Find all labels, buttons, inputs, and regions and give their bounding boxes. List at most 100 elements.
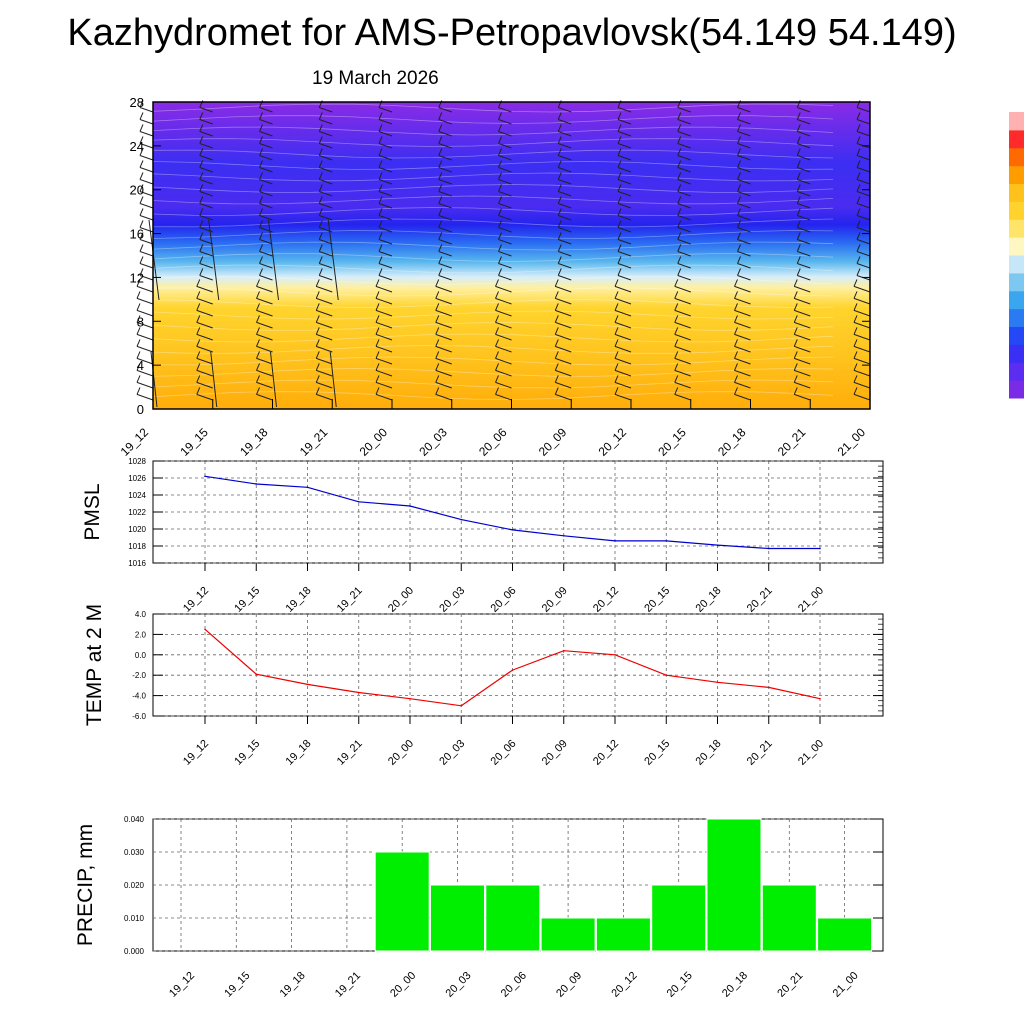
wind-barb <box>435 315 452 329</box>
wind-barb <box>557 244 572 257</box>
y-tick-label: -6.0 <box>132 712 146 721</box>
wind-barb <box>853 339 871 353</box>
y-tick-label: 0.010 <box>124 914 145 923</box>
wind-barb <box>375 315 393 329</box>
x-tick-label: 20_00 <box>357 425 391 459</box>
contour-line <box>152 322 834 331</box>
wind-barb <box>557 148 572 161</box>
wind-barb <box>256 303 273 317</box>
x-tick-label: 19_21 <box>335 585 365 615</box>
data-point <box>819 547 821 550</box>
wind-barb <box>614 387 632 401</box>
wind-barb <box>677 220 691 233</box>
wind-barb <box>256 351 273 365</box>
x-tick-label: 20_21 <box>775 425 809 459</box>
x-tick-label: 19_18 <box>237 425 271 459</box>
x-tick-label: 19_21 <box>333 970 363 1000</box>
wind-barb <box>256 315 273 329</box>
wind-barb-vertical <box>268 219 279 408</box>
x-tick-label: 19_15 <box>177 425 211 459</box>
x-tick-label: 21_00 <box>796 738 826 768</box>
contour-line <box>152 333 834 343</box>
x-tick-label: 19_18 <box>284 585 314 615</box>
wind-barb <box>438 112 452 125</box>
wind-barb <box>438 136 452 149</box>
wind-barb <box>614 291 632 305</box>
wind-barb <box>674 375 691 389</box>
wind-barb <box>315 327 333 341</box>
y-tick-label: 8 <box>137 314 144 329</box>
wind-barb <box>734 339 751 353</box>
precip-bar <box>651 884 707 952</box>
wind-barb <box>318 148 333 161</box>
colorbar-segment <box>1009 129 1024 149</box>
contour-line <box>152 230 834 239</box>
wind-barb <box>139 160 154 173</box>
x-tick-label: 20_15 <box>642 585 672 615</box>
wind-barb <box>557 256 572 269</box>
data-point <box>357 501 360 503</box>
x-tick-label: 19_21 <box>297 425 331 459</box>
wind-barb <box>677 136 691 149</box>
data-point <box>204 628 206 631</box>
wind-barb <box>793 279 811 293</box>
wind-barb <box>737 256 751 269</box>
wind-barb <box>674 279 691 293</box>
contour-line <box>152 264 834 274</box>
wind-barb <box>853 327 871 341</box>
y-tick-label: 28 <box>130 95 144 110</box>
x-tick-label: 20_18 <box>720 970 750 1000</box>
wind-barb <box>136 279 154 293</box>
x-tick-label: 19_12 <box>167 970 197 1000</box>
wind-barb <box>136 315 154 329</box>
wind-barb <box>438 232 452 245</box>
colorbar-segment <box>1009 147 1024 167</box>
y-tick-label: 0.000 <box>124 947 145 956</box>
wind-barb <box>196 327 213 341</box>
wind-barb <box>856 208 871 221</box>
wind-barb <box>378 136 393 149</box>
contour-line <box>152 195 834 205</box>
wind-barb <box>614 363 632 377</box>
x-tick-label: 19_15 <box>232 738 262 768</box>
wind-barb <box>856 172 871 185</box>
wind-barb <box>734 375 751 389</box>
wind-barb <box>318 268 333 281</box>
wind-barb <box>435 303 452 317</box>
wind-barb <box>853 351 871 365</box>
colorbar-segment <box>1009 308 1024 327</box>
data-point <box>357 691 360 694</box>
colorbar-segment <box>1009 272 1024 292</box>
wind-barb <box>378 256 393 269</box>
wind-barb <box>495 279 512 293</box>
y-tick-label: 1028 <box>128 457 146 466</box>
data-point <box>716 681 719 684</box>
wind-barb <box>378 184 393 197</box>
wind-barb <box>438 124 452 137</box>
data-point <box>767 547 770 550</box>
wind-barb <box>793 303 811 317</box>
wind-barb <box>318 208 333 221</box>
wind-barb <box>734 387 751 401</box>
wind-barb <box>498 136 512 149</box>
colorbar-segment <box>1009 344 1024 363</box>
wind-barb <box>796 148 811 161</box>
wind-barb <box>375 351 393 365</box>
wind-barb <box>438 196 452 209</box>
wind-barb <box>139 256 154 269</box>
wind-barb <box>139 208 154 221</box>
x-tick-label: 19_18 <box>284 738 314 768</box>
wind-barb <box>677 112 691 125</box>
wind-barb <box>677 184 691 197</box>
x-tick-label: 20_00 <box>386 585 416 615</box>
wind-barb <box>557 136 572 149</box>
wind-barb <box>199 184 213 197</box>
wind-barb <box>677 244 691 257</box>
y-tick-label: 1026 <box>128 474 146 483</box>
wind-barb <box>378 160 393 173</box>
wind-barb <box>734 327 751 341</box>
data-point <box>819 697 821 700</box>
wind-barb <box>375 303 393 317</box>
wind-barb <box>853 279 871 293</box>
wind-barb <box>259 112 273 125</box>
